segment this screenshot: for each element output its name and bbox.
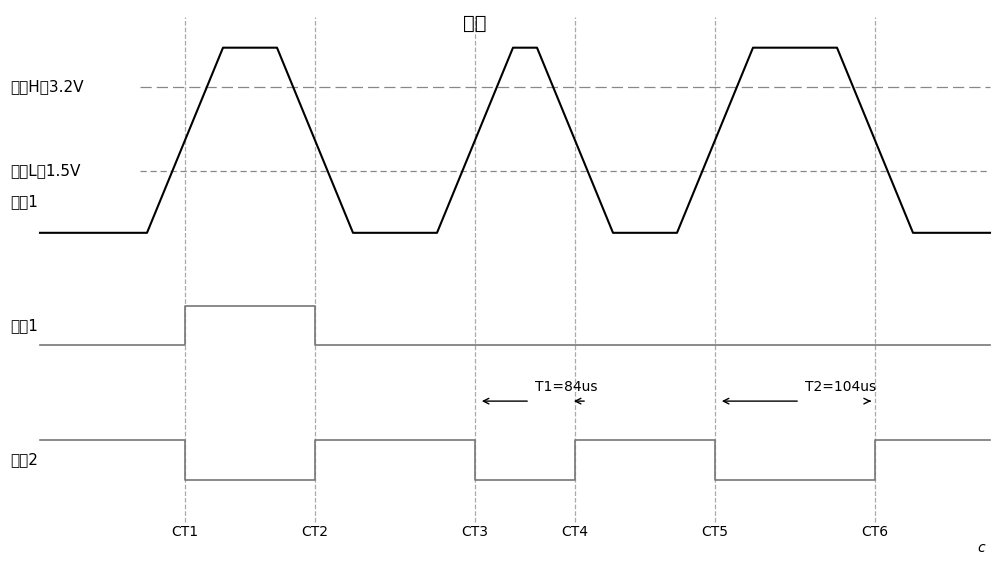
Text: T2=104us: T2=104us: [805, 380, 876, 394]
Text: 信号2: 信号2: [10, 453, 38, 467]
Text: CT2: CT2: [302, 525, 328, 539]
Text: c: c: [977, 541, 985, 555]
Text: CT1: CT1: [171, 525, 199, 539]
Text: 阈値H：3.2V: 阈値H：3.2V: [10, 80, 84, 94]
Text: CT3: CT3: [462, 525, 488, 539]
Text: CT6: CT6: [861, 525, 889, 539]
Text: 通道1: 通道1: [10, 195, 38, 209]
Text: T1=84us: T1=84us: [535, 380, 597, 394]
Text: 信号1: 信号1: [10, 318, 38, 333]
Text: CT5: CT5: [702, 525, 728, 539]
Text: 阈値L：1.5V: 阈値L：1.5V: [10, 164, 80, 178]
Text: CT4: CT4: [562, 525, 588, 539]
Text: 标记: 标记: [463, 14, 487, 33]
